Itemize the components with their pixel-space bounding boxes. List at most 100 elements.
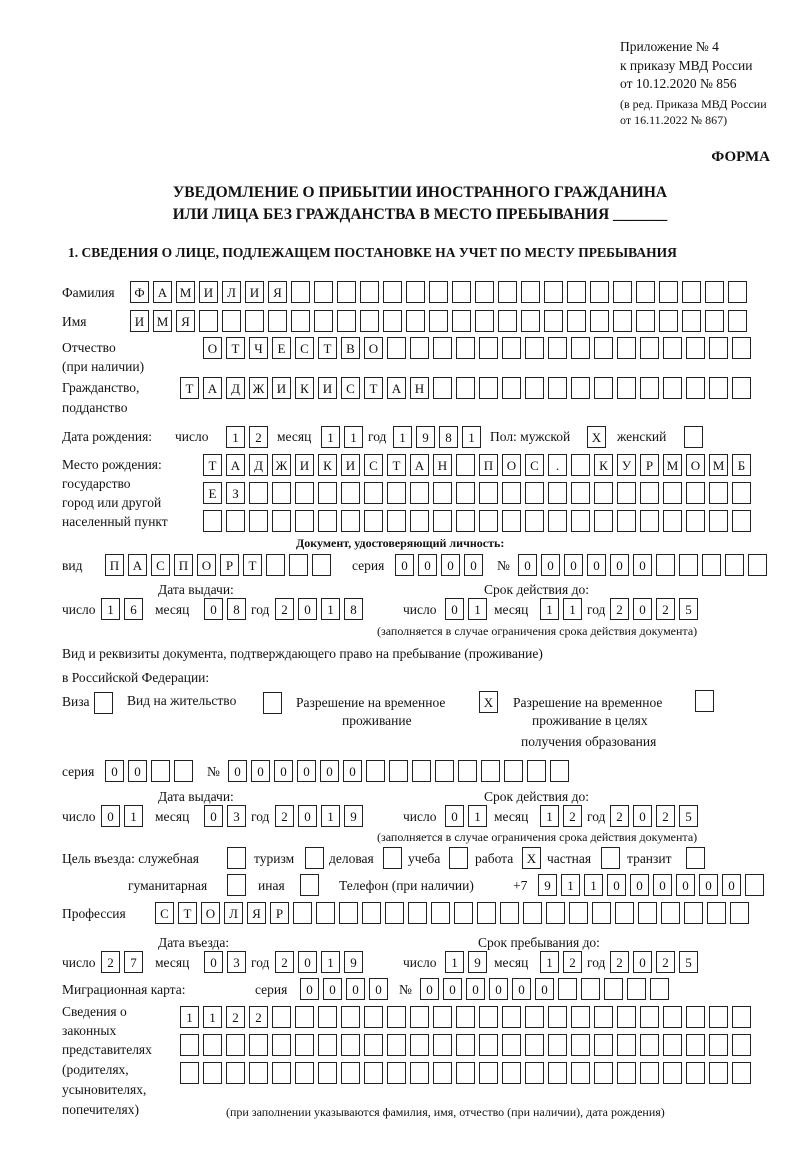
character-cell[interactable] (686, 847, 705, 869)
character-cell[interactable] (410, 337, 429, 359)
character-cell[interactable] (383, 281, 402, 303)
character-cell[interactable]: 2 (563, 951, 582, 973)
character-cell[interactable] (663, 377, 682, 399)
character-cell[interactable] (366, 760, 385, 782)
character-cell[interactable] (387, 482, 406, 504)
representatives-row-3[interactable] (180, 1062, 751, 1084)
character-cell[interactable]: А (128, 554, 147, 576)
character-cell[interactable] (475, 310, 494, 332)
character-cell[interactable] (341, 510, 360, 532)
character-cell[interactable] (745, 874, 764, 896)
character-cell[interactable] (316, 902, 335, 924)
character-cell[interactable] (709, 1034, 728, 1056)
character-cell[interactable]: Л (222, 281, 241, 303)
character-cell[interactable] (594, 337, 613, 359)
character-cell[interactable]: 2 (226, 1006, 245, 1028)
character-cell[interactable]: 1 (468, 805, 487, 827)
character-cell[interactable]: Е (203, 482, 222, 504)
character-cell[interactable] (709, 1006, 728, 1028)
character-cell[interactable] (364, 1062, 383, 1084)
character-cell[interactable] (458, 760, 477, 782)
character-cell[interactable]: О (502, 454, 521, 476)
character-cell[interactable] (433, 1062, 452, 1084)
character-cell[interactable] (341, 482, 360, 504)
character-cell[interactable]: 1 (321, 805, 340, 827)
character-cell[interactable]: 2 (101, 951, 120, 973)
character-cell[interactable] (341, 1034, 360, 1056)
character-cell[interactable]: П (479, 454, 498, 476)
character-cell[interactable] (571, 337, 590, 359)
character-cell[interactable] (650, 978, 669, 1000)
character-cell[interactable] (659, 281, 678, 303)
character-cell[interactable]: 0 (518, 554, 537, 576)
character-cell[interactable]: 0 (228, 760, 247, 782)
purpose-transit-checkbox[interactable] (686, 847, 705, 869)
character-cell[interactable] (456, 1034, 475, 1056)
character-cell[interactable] (502, 1006, 521, 1028)
character-cell[interactable] (548, 482, 567, 504)
character-cell[interactable] (663, 482, 682, 504)
character-cell[interactable] (617, 377, 636, 399)
character-cell[interactable] (479, 1062, 498, 1084)
character-cell[interactable]: 0 (564, 554, 583, 576)
character-cell[interactable] (558, 978, 577, 1000)
character-cell[interactable] (318, 482, 337, 504)
character-cell[interactable] (709, 337, 728, 359)
character-cell[interactable] (291, 310, 310, 332)
character-cell[interactable]: 1 (344, 426, 363, 448)
character-cell[interactable] (456, 337, 475, 359)
character-cell[interactable]: 2 (275, 598, 294, 620)
character-cell[interactable]: О (686, 454, 705, 476)
character-cell[interactable]: 1 (226, 426, 245, 448)
character-cell[interactable] (318, 1062, 337, 1084)
character-cell[interactable]: 7 (124, 951, 143, 973)
character-cell[interactable]: Л (224, 902, 243, 924)
character-cell[interactable] (203, 1034, 222, 1056)
character-cell[interactable] (725, 554, 744, 576)
character-cell[interactable] (663, 1062, 682, 1084)
character-cell[interactable] (456, 377, 475, 399)
character-cell[interactable]: 2 (610, 951, 629, 973)
character-cell[interactable] (408, 902, 427, 924)
character-cell[interactable]: 0 (587, 554, 606, 576)
character-cell[interactable] (571, 1006, 590, 1028)
character-cell[interactable] (571, 510, 590, 532)
character-cell[interactable] (640, 510, 659, 532)
purpose-tourism-checkbox[interactable] (305, 847, 324, 869)
character-cell[interactable]: Д (226, 377, 245, 399)
character-cell[interactable]: 9 (468, 951, 487, 973)
character-cell[interactable] (707, 902, 726, 924)
character-cell[interactable]: И (199, 281, 218, 303)
character-cell[interactable] (590, 310, 609, 332)
character-cell[interactable] (475, 281, 494, 303)
character-cell[interactable] (686, 337, 705, 359)
character-cell[interactable] (174, 760, 193, 782)
character-cell[interactable] (410, 1062, 429, 1084)
character-cell[interactable] (502, 1034, 521, 1056)
character-cell[interactable] (479, 337, 498, 359)
character-cell[interactable] (709, 377, 728, 399)
character-cell[interactable] (682, 310, 701, 332)
character-cell[interactable] (249, 1062, 268, 1084)
character-cell[interactable]: 9 (538, 874, 557, 896)
character-cell[interactable] (454, 902, 473, 924)
character-cell[interactable]: 1 (203, 1006, 222, 1028)
character-cell[interactable]: О (197, 554, 216, 576)
character-cell[interactable] (360, 310, 379, 332)
character-cell[interactable]: С (341, 377, 360, 399)
character-cell[interactable]: 5 (679, 951, 698, 973)
character-cell[interactable]: Н (410, 377, 429, 399)
character-cell[interactable]: 0 (445, 805, 464, 827)
character-cell[interactable]: 2 (656, 598, 675, 620)
character-cell[interactable] (571, 482, 590, 504)
character-cell[interactable]: 6 (124, 598, 143, 620)
character-cell[interactable]: И (130, 310, 149, 332)
sex-male-checkbox[interactable]: X (587, 426, 606, 448)
character-cell[interactable]: 9 (416, 426, 435, 448)
residence-permit-checkbox[interactable] (263, 692, 282, 714)
visa-checkbox[interactable] (94, 692, 113, 714)
character-cell[interactable] (433, 1034, 452, 1056)
character-cell[interactable]: О (364, 337, 383, 359)
